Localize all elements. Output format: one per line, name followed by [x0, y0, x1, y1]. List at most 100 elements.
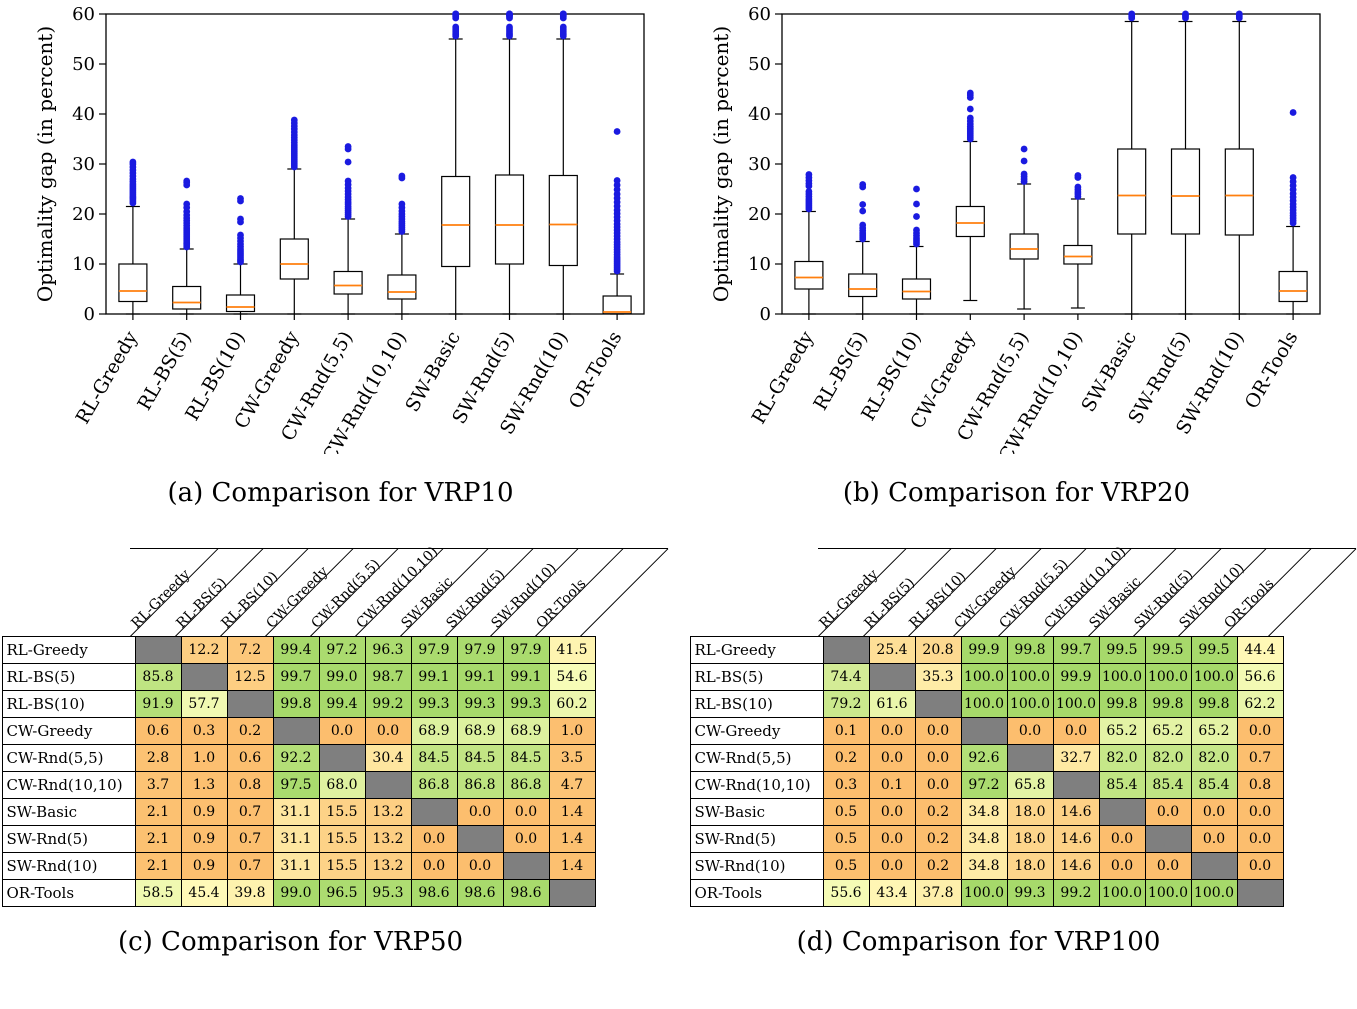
x-tick-label: RL-Greedy — [71, 327, 142, 427]
table-cell: 99.7 — [1052, 636, 1100, 664]
table-cell: 0.2 — [822, 744, 870, 772]
table-cell: 99.5 — [1098, 636, 1146, 664]
table-cell: 97.9 — [456, 636, 504, 664]
box-CW-Rnd(10,10): CW-Rnd(10,10) — [318, 172, 416, 454]
table-cell: 0.5 — [822, 798, 870, 826]
row-header: RL-Greedy — [689, 636, 824, 664]
diagonal-cell — [502, 852, 550, 880]
iqr-box — [494, 174, 524, 265]
row-header: SW-Rnd(5) — [689, 825, 824, 853]
table-cell: 3.5 — [548, 744, 596, 772]
row-header: RL-BS(10) — [1, 690, 136, 718]
table-row: SW-Rnd(10) 0.5 0.0 0.2 34.8 18.0 14.6 0.0 0.0 0.0 — [689, 852, 1284, 880]
outlier-dot — [1020, 145, 1027, 153]
y-tick-label: 60 — [748, 4, 771, 25]
y-tick-label: 50 — [72, 54, 95, 75]
table-row: SW-Rnd(5) 0.5 0.0 0.2 34.8 18.0 14.6 0.0 0.0 0.0 — [689, 825, 1284, 853]
table-row: RL-BS(10) 91.9 57.7 99.8 99.4 99.2 99.3 99.3 99.… — [1, 690, 596, 718]
table-cell: 0.0 — [410, 852, 458, 880]
table-cell: 68.9 — [456, 717, 504, 745]
diagonal-cell — [364, 771, 412, 799]
outlier-dot — [398, 200, 405, 208]
table-cell: 14.6 — [1052, 825, 1100, 853]
table-cell: 0.0 — [1236, 798, 1284, 826]
table-cell: 39.8 — [226, 879, 274, 907]
table-row: RL-BS(5) 74.4 35.3 100.0 100.0 99.9 100.0 100.0… — [689, 663, 1284, 691]
y-axis-title: Optimality gap (in percent) — [709, 26, 733, 302]
table-cell: 100.0 — [960, 663, 1008, 691]
table-cell: 18.0 — [1006, 852, 1054, 880]
diagonal-cell — [1052, 771, 1100, 799]
outlier-dot — [966, 89, 974, 97]
table-row: RL-BS(10) 79.2 61.6 100.0 100.0 100.0 99.8 99.8… — [689, 690, 1284, 718]
outlier-dot — [1074, 172, 1081, 179]
table-cell: 0.0 — [868, 744, 916, 772]
table-row: SW-Basic 2.1 0.9 0.7 31.1 15.5 13.2 0.0 0.0 1.4 — [1, 798, 596, 826]
row-header: SW-Basic — [689, 798, 824, 826]
row-header: CW-Greedy — [689, 717, 824, 745]
table-cell: 15.5 — [318, 852, 366, 880]
table-cell: 20.8 — [914, 636, 962, 664]
table-cell: 0.8 — [1236, 771, 1284, 799]
outlier-dot — [559, 23, 567, 31]
y-tick-label: 20 — [72, 204, 95, 225]
table-cell: 31.1 — [272, 798, 320, 826]
table-cell: 99.0 — [318, 663, 366, 691]
table-cell: 0.2 — [914, 825, 962, 853]
iqr-box — [117, 263, 147, 303]
table-cell: 97.2 — [960, 771, 1008, 799]
table-cell: 32.7 — [1052, 744, 1100, 772]
box-SW-Basic: SW-Basic — [1077, 10, 1146, 416]
column-header: CW-Rnd(10,10) — [352, 543, 441, 632]
box-RL-BS(10): RL-BS(10) — [181, 195, 255, 425]
row-header: RL-Greedy — [1, 636, 136, 664]
table-cell: 57.7 — [180, 690, 228, 718]
row-header: SW-Rnd(10) — [1, 852, 136, 880]
table-row: CW-Rnd(5,5) 0.2 0.0 0.0 92.6 32.7 82.0 82.0 82.0… — [689, 744, 1284, 772]
table-cell: 12.5 — [226, 663, 274, 691]
box-CW-Rnd(10,10): CW-Rnd(10,10) — [994, 172, 1092, 454]
outlier-dot — [344, 177, 351, 185]
outlier-dot — [912, 226, 920, 234]
table-cell: 4.7 — [548, 771, 596, 799]
table-cell: 82.0 — [1190, 744, 1238, 772]
table-cell: 92.6 — [960, 744, 1008, 772]
boxplot-vrp20: 0 10 20 30 40 50 60 Optimality gap (in percent)… — [709, 4, 1321, 454]
table-cell: 25.4 — [868, 636, 916, 664]
table-cell: 86.8 — [502, 771, 550, 799]
table-cell: 0.9 — [180, 798, 228, 826]
table-cell: 100.0 — [1190, 663, 1238, 691]
table-grid: RL-Greedy 25.4 20.8 99.9 99.8 99.7 99.5 99.5 99.… — [689, 636, 1284, 907]
outlier-dot — [290, 116, 298, 124]
table-cell: 0.0 — [1190, 825, 1238, 853]
diagonal-cell — [456, 825, 504, 853]
iqr-box — [548, 174, 578, 267]
figure-vrp10: 0 10 20 30 40 50 60 Optimality gap (in percent)… — [26, 2, 656, 508]
y-tick-label: 20 — [748, 204, 771, 225]
table-cell: 0.3 — [822, 771, 870, 799]
diagonal-cell — [318, 744, 366, 772]
table-cell: 0.2 — [914, 852, 962, 880]
table-cell: 56.6 — [1236, 663, 1284, 691]
table-cell: 12.2 — [180, 636, 228, 664]
outlier-dot — [912, 200, 920, 208]
table-cell: 84.5 — [410, 744, 458, 772]
y-tick-label: 10 — [748, 254, 771, 275]
table-cell: 0.2 — [914, 798, 962, 826]
table-cell: 0.9 — [180, 852, 228, 880]
table-cell: 68.9 — [410, 717, 458, 745]
x-tick-label: RL-Greedy — [747, 327, 818, 427]
table-cell: 92.2 — [272, 744, 320, 772]
outlier-dot — [1289, 109, 1296, 116]
table-cell: 14.6 — [1052, 852, 1100, 880]
row-header: OR-Tools — [689, 879, 824, 907]
table-cell: 0.0 — [456, 798, 504, 826]
table-header: RL-Greedy RL-BS(5) RL-BS(10) CW-Greedy CW-Rn… — [690, 544, 1357, 637]
table-cell: 0.8 — [226, 771, 274, 799]
table-row: SW-Rnd(5) 2.1 0.9 0.7 31.1 15.5 13.2 0.0 0.0 1.4 — [1, 825, 596, 853]
table-row-section: RL-Greedy RL-BS(5) RL-BS(10) CW-Greedy CW-Rn… — [0, 544, 1357, 957]
table-cell: 100.0 — [1190, 879, 1238, 907]
table-cell: 97.9 — [410, 636, 458, 664]
table-cell: 1.4 — [548, 825, 596, 853]
table-cell: 34.8 — [960, 852, 1008, 880]
